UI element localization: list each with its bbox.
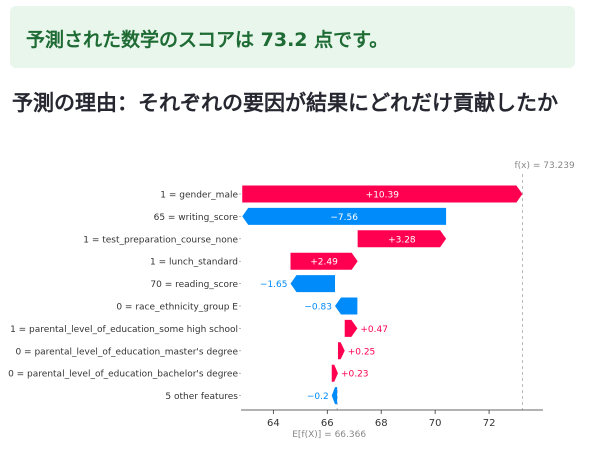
fx-label: f(x) = 73.239 xyxy=(514,161,575,171)
chart-x-axis: 64 66 68 70 72 E[f(X)] = 66.366 xyxy=(241,409,543,440)
waterfall-bar xyxy=(337,342,345,360)
waterfall-bar xyxy=(344,319,358,337)
bar-value-label: −0.83 xyxy=(304,303,332,313)
bar-value-label: −1.65 xyxy=(260,280,288,290)
waterfall-bar xyxy=(334,297,358,315)
base-value-label: E[f(X)] = 66.366 xyxy=(292,430,366,440)
bar-value-label: −0.2 xyxy=(307,392,329,402)
feature-label: 0 = race_ethnicity_group E xyxy=(116,303,238,313)
x-tick-label: 72 xyxy=(483,418,496,429)
waterfall-bar xyxy=(357,230,447,248)
feature-label: 5 other features xyxy=(165,392,238,402)
feature-label: 1 = gender_male xyxy=(160,191,238,201)
feature-label: 1 = test_preparation_course_none xyxy=(83,235,238,245)
prediction-value: 73.2 xyxy=(260,29,308,51)
feature-label: 0 = parental_level_of_education_bachelor… xyxy=(8,370,238,380)
x-tick-label: 66 xyxy=(321,418,334,429)
bar-value-label: +0.47 xyxy=(360,325,388,335)
chart-feature-labels: 1 = gender_male 65 = writing_score 1 = tes… xyxy=(8,191,241,402)
bar-value-label: +2.49 xyxy=(310,258,338,268)
x-tick-label: 70 xyxy=(429,418,442,429)
bar-value-label: +10.39 xyxy=(366,191,400,201)
prediction-text-before: 予測された数学のスコアは xyxy=(26,29,261,51)
shap-waterfall-chart: f(x) = 73.239 +10.39 −7.56 +3.28 +2.49 −1.65… xyxy=(8,161,575,440)
waterfall-bar xyxy=(290,275,335,293)
bar-value-label: +3.28 xyxy=(388,235,416,245)
waterfall-bar xyxy=(290,252,358,270)
x-tick-label: 64 xyxy=(267,418,280,429)
feature-label: 70 = reading_score xyxy=(150,280,238,290)
bar-value-label: −7.56 xyxy=(330,213,358,223)
feature-label: 65 = writing_score xyxy=(154,213,239,223)
bar-value-label: +0.25 xyxy=(348,347,376,357)
waterfall-bar xyxy=(331,387,338,405)
feature-label: 1 = lunch_standard xyxy=(150,258,238,268)
waterfall-bar xyxy=(331,364,338,382)
feature-label: 0 = parental_level_of_education_master's… xyxy=(15,347,238,357)
bar-value-label: +0.23 xyxy=(341,370,369,380)
section-title: 予測の理由：それぞれの要因が結果にどれだけ貢献したか xyxy=(12,91,558,115)
waterfall-bar xyxy=(242,185,523,203)
prediction-result-text: 予測された数学のスコアは 73.2 点です。 xyxy=(26,25,388,52)
waterfall-bar xyxy=(242,207,447,225)
x-tick-label: 68 xyxy=(375,418,388,429)
feature-label: 1 = parental_level_of_education_some hig… xyxy=(10,325,238,335)
prediction-text-after: 点です。 xyxy=(307,29,389,51)
prediction-result-box: 予測された数学のスコアは 73.2 点です。 xyxy=(10,6,575,68)
chart-bars: +10.39 −7.56 +3.28 +2.49 −1.65 −0.83 +0.47 +0.2… xyxy=(242,185,523,405)
chart-gridlines: f(x) = 73.239 xyxy=(336,161,575,410)
